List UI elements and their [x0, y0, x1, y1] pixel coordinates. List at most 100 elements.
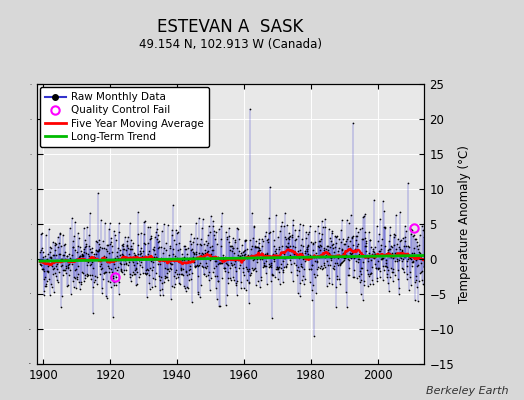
- Point: [323, 283, 332, 289]
- Point: [244, 252, 252, 258]
- Point: [411, 278, 419, 285]
- Point: [139, 248, 148, 254]
- Point: [365, 237, 374, 244]
- Point: [113, 249, 121, 255]
- Point: [166, 265, 174, 272]
- Point: [141, 253, 149, 260]
- Point: [337, 260, 345, 266]
- Point: [100, 270, 108, 276]
- Point: [75, 253, 84, 260]
- Point: [331, 244, 339, 250]
- Point: [211, 258, 219, 264]
- Point: [94, 247, 103, 254]
- Point: [370, 251, 379, 257]
- Point: [168, 232, 176, 238]
- Point: [235, 236, 244, 242]
- Point: [131, 252, 139, 259]
- Point: [399, 243, 408, 250]
- Point: [209, 269, 217, 276]
- Point: [94, 248, 102, 254]
- Point: [226, 276, 235, 283]
- Point: [309, 282, 317, 288]
- Point: [43, 251, 52, 258]
- Point: [385, 246, 394, 253]
- Point: [74, 271, 82, 278]
- Point: [65, 260, 73, 267]
- Point: [302, 246, 311, 252]
- Point: [297, 250, 305, 256]
- Point: [325, 250, 334, 256]
- Point: [276, 227, 285, 234]
- Point: [188, 259, 196, 266]
- Point: [104, 278, 112, 284]
- Point: [411, 297, 419, 304]
- Point: [265, 230, 273, 236]
- Point: [279, 255, 288, 261]
- Point: [245, 280, 253, 286]
- Point: [182, 269, 190, 276]
- Point: [210, 228, 218, 234]
- Point: [84, 252, 93, 259]
- Point: [209, 247, 217, 254]
- Point: [95, 262, 104, 269]
- Point: [334, 254, 343, 261]
- Point: [352, 232, 360, 239]
- Point: [410, 245, 418, 251]
- Point: [350, 273, 358, 280]
- Point: [84, 258, 92, 265]
- Point: [417, 260, 425, 266]
- Point: [208, 243, 216, 249]
- Point: [71, 267, 80, 274]
- Point: [64, 265, 72, 271]
- Point: [47, 245, 56, 251]
- Point: [413, 262, 422, 269]
- Point: [408, 263, 417, 270]
- Point: [49, 266, 57, 272]
- Point: [318, 218, 326, 224]
- Point: [171, 269, 179, 276]
- Point: [256, 256, 264, 262]
- Point: [107, 265, 115, 272]
- Point: [107, 269, 116, 276]
- Point: [156, 261, 165, 267]
- Point: [260, 263, 268, 269]
- Point: [390, 272, 399, 278]
- Point: [252, 282, 260, 289]
- Point: [233, 292, 242, 298]
- Point: [162, 270, 171, 276]
- Point: [121, 257, 129, 264]
- Point: [177, 264, 185, 271]
- Point: [329, 240, 337, 247]
- Point: [111, 254, 119, 261]
- Point: [362, 243, 370, 249]
- Point: [157, 244, 165, 250]
- Point: [330, 265, 339, 272]
- Point: [403, 263, 412, 270]
- Point: [401, 223, 409, 230]
- Point: [208, 254, 216, 260]
- Point: [313, 222, 322, 229]
- Point: [302, 248, 311, 254]
- Point: [87, 261, 95, 268]
- Point: [402, 252, 410, 259]
- Point: [361, 229, 369, 235]
- Point: [127, 246, 136, 252]
- Point: [191, 263, 200, 270]
- Point: [407, 256, 416, 263]
- Point: [217, 236, 226, 242]
- Point: [345, 257, 354, 263]
- Point: [393, 255, 401, 262]
- Point: [410, 236, 419, 242]
- Point: [269, 227, 277, 234]
- Point: [142, 271, 150, 278]
- Point: [320, 245, 329, 251]
- Point: [55, 269, 63, 275]
- Point: [257, 236, 266, 243]
- Point: [356, 225, 364, 232]
- Point: [311, 228, 319, 234]
- Point: [36, 246, 45, 253]
- Point: [397, 254, 405, 261]
- Point: [160, 279, 168, 285]
- Point: [234, 264, 243, 271]
- Point: [38, 244, 46, 251]
